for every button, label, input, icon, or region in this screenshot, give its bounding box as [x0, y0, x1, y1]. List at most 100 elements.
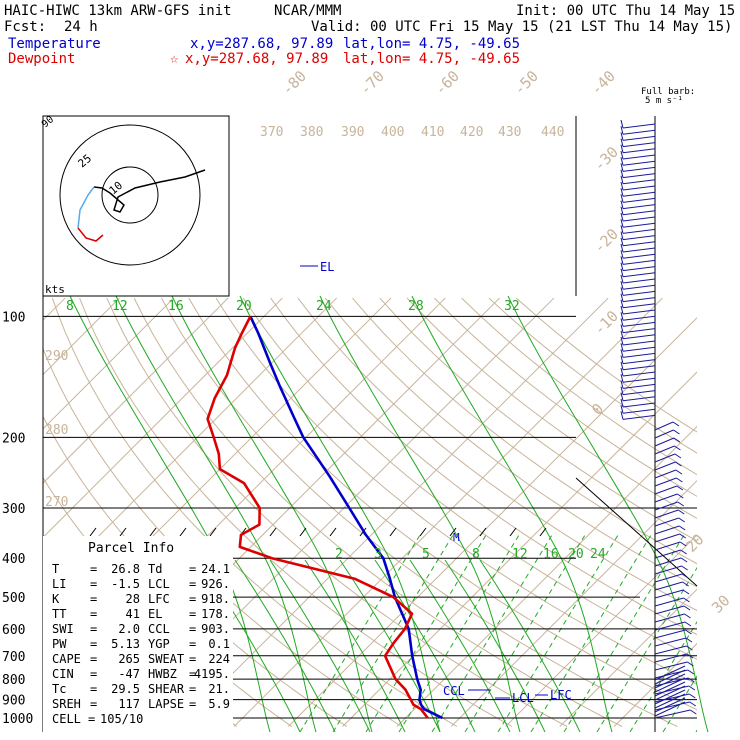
pressure-tick-label: 500 — [2, 591, 25, 606]
isobar-hatch — [329, 527, 337, 537]
wind-barb — [654, 661, 688, 671]
moist-adiabat-line — [234, 559, 336, 732]
wind-barb-flag — [620, 281, 624, 290]
wind-barb — [622, 228, 656, 234]
wind-barb-flag — [620, 200, 624, 209]
wind-barb-flag — [620, 274, 624, 284]
wind-barb — [654, 469, 677, 479]
temperature-legend: Temperature — [8, 36, 101, 52]
parcel-value: 926. — [201, 577, 230, 591]
wind-barb — [622, 142, 656, 148]
parcel-value: 26.8 — [111, 562, 140, 576]
moist-adiabat-line — [444, 559, 546, 732]
wind-barb-flag — [687, 669, 695, 675]
dry-adiabats — [43, 297, 697, 727]
isotherm-line — [43, 297, 229, 484]
wind-barb-flag — [681, 565, 688, 571]
wind-barb-flag — [620, 330, 624, 339]
dry-adiabat-line — [434, 297, 697, 497]
hodograph-trace-upper — [93, 169, 206, 213]
wind-barb-flag — [620, 206, 624, 215]
wind-barb — [654, 509, 679, 519]
parcel-eq: = — [189, 577, 196, 591]
wind-barb — [654, 501, 678, 511]
wind-barb — [622, 371, 656, 377]
hodograph-trace-mid — [77, 186, 95, 229]
org-label: NCAR/MMM — [274, 3, 341, 19]
hodograph-box — [42, 115, 230, 297]
diagonal-border — [575, 477, 641, 536]
parcel-eq: = — [90, 607, 97, 621]
wind-barb — [654, 549, 681, 559]
moist-adiabat-line — [409, 559, 511, 732]
wind-barb — [654, 533, 680, 543]
wind-barb-flag — [620, 268, 624, 277]
fcst-value: 24 h — [64, 19, 98, 35]
dry-adiabat-line — [324, 297, 697, 588]
wind-barb — [654, 677, 686, 693]
dry-adiabat-line — [515, 297, 697, 433]
wind-barb-flag — [674, 445, 681, 451]
parcel-info-panel: Parcel Info T = 26.8 Td = 24.1 LI = -1.5 LCL = 926. K… — [43, 536, 233, 732]
temperature-profile — [249, 315, 443, 720]
wind-barb — [654, 637, 687, 647]
parcel-eq: = — [189, 682, 196, 696]
parcel-value: -1.5 — [111, 577, 140, 591]
parcel-key: K — [52, 592, 60, 606]
isotherm-tick-label: -20 — [590, 225, 622, 257]
isobar-hatch — [449, 527, 457, 537]
wind-barb-flag — [683, 605, 691, 611]
wind-barb — [622, 390, 656, 396]
wind-barb — [622, 272, 656, 278]
parcel-eq: = — [189, 607, 196, 621]
parcel-eq: = — [88, 712, 95, 726]
wind-barb-flag — [683, 597, 690, 603]
barb-key-title: Full barb: — [641, 87, 695, 97]
wind-barb — [622, 160, 656, 166]
wind-barb — [622, 222, 656, 228]
isotherm-tick-label: -50 — [510, 67, 542, 99]
wind-barb-flag — [672, 421, 680, 427]
isobar-hatch — [209, 527, 217, 537]
wind-barb — [622, 346, 656, 352]
m-marker-label: M — [453, 531, 460, 544]
wind-barb — [654, 697, 686, 713]
wind-barb — [654, 421, 674, 431]
moist-adiabat-line — [171, 295, 373, 733]
wind-barb-flag — [681, 573, 689, 579]
parcel-value: 41 — [126, 607, 140, 621]
theta-tick-label: 380 — [300, 125, 323, 140]
lfc-marker-label: LFC — [550, 688, 572, 702]
wind-barb-flag — [689, 701, 697, 707]
wind-barb — [622, 247, 656, 253]
parcel-key: T — [52, 562, 59, 576]
header: HAIC-HIWC 13km ARW-GFS init NCAR/MMM Ini… — [4, 3, 735, 67]
wind-barb — [622, 278, 656, 284]
wind-barb — [654, 445, 675, 455]
parcel-value: 4195. — [194, 667, 230, 681]
wind-barb — [654, 645, 687, 655]
dry-adiabat-line — [297, 297, 697, 612]
isotherm-line — [613, 642, 697, 727]
dry-adiabat-line — [43, 347, 403, 727]
theta-tick-label: 410 — [421, 125, 444, 140]
parcel-value: -47 — [118, 667, 140, 681]
wind-barb — [622, 185, 656, 191]
wind-barb-flag — [620, 405, 624, 414]
parcel-key: SWEAT — [148, 652, 184, 666]
isobar-hatch — [419, 527, 427, 537]
dewpoint-xy: x,y=287.68, 97.89 — [185, 51, 328, 67]
isobar-hatch — [119, 527, 127, 537]
wind-barb — [654, 589, 684, 599]
parcel-key: CIN — [52, 667, 74, 681]
parcel-eq: = — [189, 637, 196, 651]
lcl-marker-label: LCL — [512, 691, 534, 705]
wind-barb-flag — [679, 541, 687, 547]
wind-barb-flag — [620, 299, 624, 308]
moist-adiabat-line — [115, 295, 317, 733]
pressure-tick-label: 800 — [2, 673, 25, 688]
parcel-eq: = — [90, 682, 97, 696]
wind-barb — [622, 241, 656, 247]
wind-barb — [622, 321, 656, 327]
wind-barb-flag — [620, 194, 624, 203]
